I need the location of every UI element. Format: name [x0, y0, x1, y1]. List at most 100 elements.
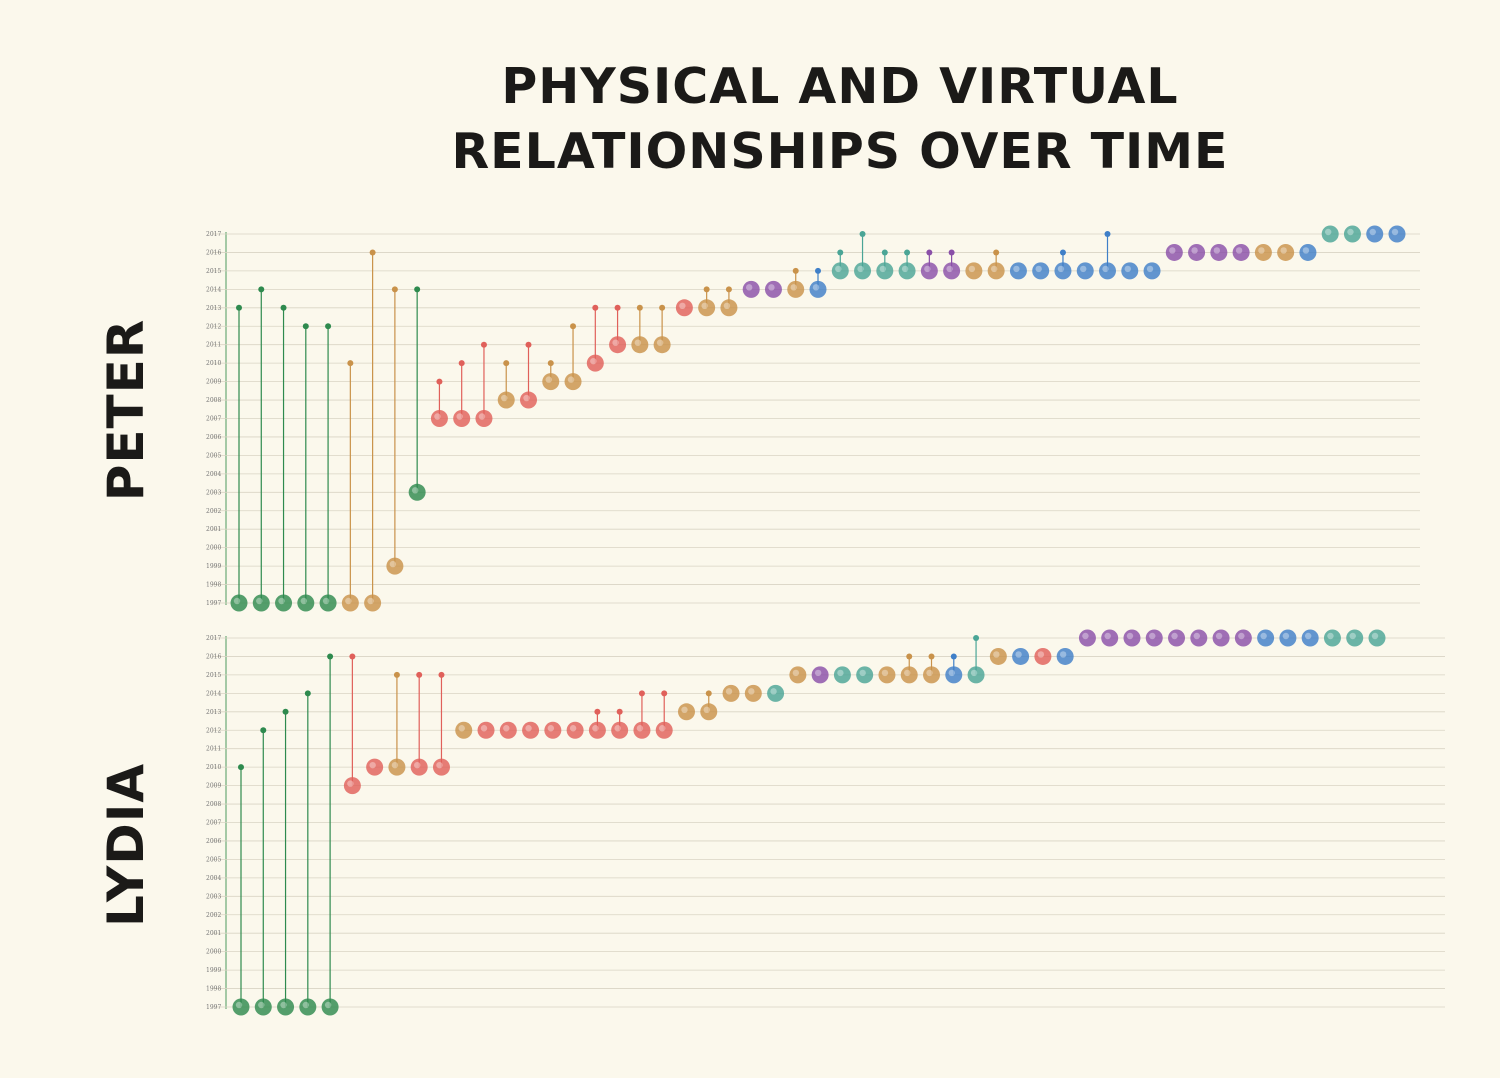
relationship-end-dot [815, 267, 821, 274]
title-line-2: RELATIONSHIPS OVER TIME [451, 123, 1229, 180]
relationship-point [341, 360, 359, 612]
photo-highlight [367, 597, 374, 605]
relationship-start-circle [522, 721, 540, 739]
photo-highlight [1260, 632, 1267, 640]
photo-highlight [723, 302, 731, 309]
relationship-start-circle [319, 594, 337, 612]
title-line-1: PHYSICAL AND VIRTUAL [501, 58, 1179, 115]
photo-highlight [946, 265, 953, 273]
relationship-point [1234, 629, 1252, 647]
relationship-end-dot [881, 249, 888, 256]
relationship-end-dot [304, 690, 311, 697]
photo-highlight [1015, 651, 1022, 658]
relationship-start-circle [230, 594, 248, 612]
relationship-end-dot [414, 286, 421, 293]
relationship-end-dot [614, 304, 621, 311]
relationship-point [252, 286, 270, 612]
relationship-start-circle [1343, 225, 1361, 243]
relationship-point [1257, 629, 1275, 647]
relationship-point [833, 666, 851, 684]
relationship-start-circle [1121, 262, 1139, 280]
relationship-point [1145, 629, 1163, 647]
relationship-end-dot [238, 764, 244, 771]
y-tick-label: 2008 [206, 397, 221, 404]
relationship-start-circle [1190, 629, 1208, 647]
photo-highlight [434, 413, 441, 420]
relationship-start-circle [364, 594, 382, 612]
relationship-end-dot [393, 671, 400, 678]
relationship-point [700, 690, 718, 721]
relationship-start-circle [943, 262, 961, 280]
photo-highlight [881, 669, 889, 677]
y-tick-label: 2011 [206, 342, 221, 349]
relationship-start-circle [1056, 647, 1074, 665]
photo-highlight [792, 669, 800, 677]
relationship-start-circle [499, 721, 517, 739]
y-tick-label: 2009 [206, 379, 221, 386]
photo-highlight [302, 1001, 310, 1009]
relationship-point [722, 684, 740, 702]
relationship-point [1101, 629, 1119, 647]
y-tick-label: 2008 [206, 801, 221, 808]
y-tick-label: 2013 [206, 709, 221, 716]
y-tick-label: 2002 [206, 508, 221, 515]
relationship-point [631, 304, 649, 354]
relationship-start-circle [856, 666, 874, 684]
relationship-end-dot [260, 727, 267, 734]
relationship-end-dot [416, 671, 423, 678]
relationship-end-dot [928, 653, 935, 660]
y-tick-label: 2015 [206, 672, 221, 679]
relationship-point [232, 764, 250, 1016]
y-tick-label: 2016 [206, 249, 221, 256]
photo-highlight [924, 265, 931, 273]
relationship-point [787, 267, 805, 298]
photo-highlight [1169, 247, 1176, 254]
photo-highlight [1082, 632, 1089, 640]
relationship-start-circle [1299, 243, 1317, 261]
relationship-start-circle [1101, 629, 1119, 647]
relationship-point [1346, 629, 1364, 647]
relationship-end-dot [258, 286, 265, 293]
photo-highlight [859, 669, 866, 677]
relationship-point [1121, 262, 1139, 280]
relationship-start-circle [811, 666, 829, 684]
relationship-start-circle [631, 336, 649, 354]
relationship-point [497, 360, 515, 409]
relationship-start-circle [321, 998, 339, 1016]
y-tick-label: 2000 [206, 949, 221, 956]
relationship-point [1232, 243, 1250, 261]
relationship-start-circle [1257, 629, 1275, 647]
relationship-start-circle [1279, 629, 1297, 647]
relationship-point [299, 690, 317, 1016]
relationship-point [544, 721, 562, 739]
relationship-start-circle [700, 703, 718, 721]
photo-highlight [768, 284, 775, 291]
relationship-start-circle [477, 721, 495, 739]
relationship-end-dot [480, 341, 487, 348]
relationship-start-circle [1012, 647, 1030, 665]
relationship-point [764, 280, 782, 298]
photo-highlight [411, 487, 419, 494]
relationship-start-circle [923, 666, 941, 684]
relationship-point [321, 653, 339, 1016]
relationship-start-circle [1165, 243, 1183, 261]
relationship-start-circle [386, 557, 404, 575]
photo-highlight [436, 761, 443, 769]
photo-highlight [1349, 632, 1356, 640]
relationship-start-circle [277, 998, 295, 1016]
relationship-point [566, 721, 584, 739]
photo-highlight [748, 688, 755, 695]
relationship-start-circle [453, 410, 471, 427]
photo-highlight [901, 265, 909, 273]
y-tick-label: 2005 [206, 452, 221, 459]
relationship-end-dot [302, 323, 309, 330]
relationship-end-dot [638, 690, 645, 697]
relationship-start-circle [1099, 262, 1116, 280]
relationship-start-circle [388, 758, 406, 776]
y-tick-label: 2001 [206, 930, 221, 937]
relationship-end-dot [438, 671, 445, 678]
y-tick-label: 2001 [206, 526, 221, 533]
relationship-start-circle [586, 354, 604, 372]
photo-highlight [1258, 247, 1265, 254]
